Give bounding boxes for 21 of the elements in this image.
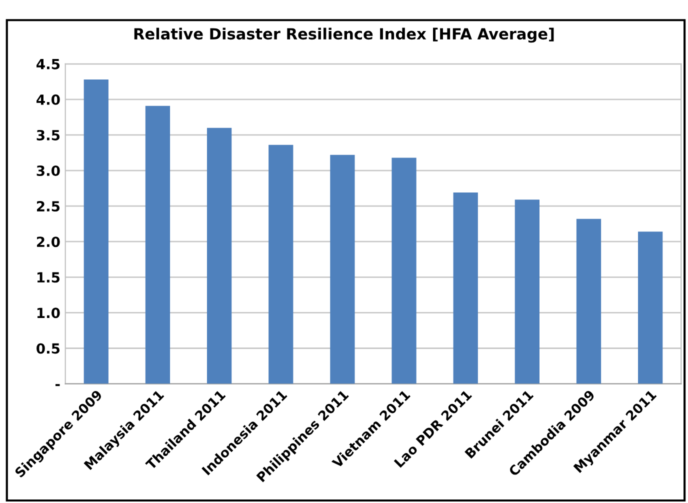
bar (268, 144, 294, 384)
bar (84, 80, 108, 384)
bar (145, 106, 170, 384)
chart-title: Relative Disaster Resilience Index [HFA Average] (134, 28, 554, 43)
bar (514, 200, 540, 384)
bar (453, 192, 478, 384)
y-tick-label: 0.5 (36, 343, 60, 354)
y-tick-label: 3.5 (36, 130, 60, 140)
bar (638, 232, 663, 384)
y-tick-label: 4.0 (36, 94, 60, 105)
y-tick-label: 1.0 (37, 308, 60, 318)
y-tick-label: 3.0 (36, 165, 60, 176)
y-tick-label: 2.0 (36, 236, 60, 248)
y-tick-label: 4.5 (36, 59, 60, 70)
y-tick-label: 1.5 (37, 272, 60, 283)
bar (206, 128, 232, 384)
bar (576, 218, 602, 384)
y-tick-label: 2.5 (36, 201, 60, 212)
bar (392, 158, 416, 384)
y-tick-label: - (55, 384, 60, 386)
bar (330, 154, 355, 384)
